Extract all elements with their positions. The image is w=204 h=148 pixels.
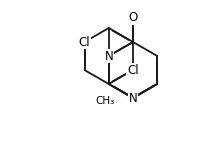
Text: O: O [128, 11, 138, 24]
Text: Cl: Cl [127, 63, 139, 77]
Text: N: N [104, 49, 113, 62]
Text: N: N [129, 91, 137, 104]
Text: Cl: Cl [79, 36, 90, 49]
Text: CH₃: CH₃ [95, 96, 114, 106]
